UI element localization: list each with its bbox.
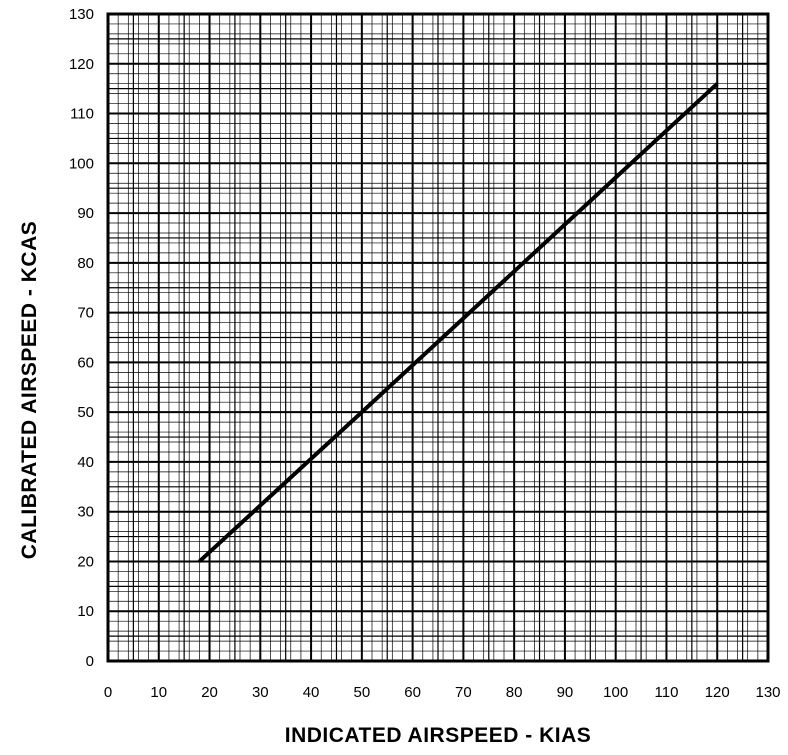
y-axis-title-container: CALIBRATED AIRSPEED - KCAS (0, 0, 60, 755)
x-tick-label: 100 (603, 684, 628, 701)
y-axis-title: CALIBRATED AIRSPEED - KCAS (18, 220, 41, 560)
y-tick-label: 50 (77, 404, 94, 421)
y-tick-label: 60 (77, 354, 94, 371)
x-tick-label: 130 (755, 684, 780, 701)
x-tick-label: 90 (557, 684, 574, 701)
x-tick-label: 120 (705, 684, 730, 701)
y-tick-label: 110 (70, 106, 94, 123)
grid-medium (108, 14, 768, 661)
x-tick-label: 60 (404, 684, 421, 701)
grid-major (108, 14, 768, 661)
y-tick-label: 20 (77, 553, 94, 570)
x-tick-label: 70 (455, 684, 472, 701)
y-tick-label: 0 (86, 653, 94, 670)
y-tick-label: 130 (69, 6, 94, 23)
x-tick-label: 30 (252, 684, 269, 701)
x-tick-label: 110 (655, 684, 679, 701)
x-tick-label: 0 (104, 684, 112, 701)
x-axis-tick-labels: 0 10 20 30 40 50 60 70 80 90 100 110 120 130 (104, 684, 781, 701)
x-tick-label: 50 (354, 684, 371, 701)
y-tick-label: 40 (77, 454, 94, 471)
y-tick-label: 100 (69, 155, 94, 172)
y-axis-tick-labels: 0 10 20 30 40 50 60 70 80 90 100 110 120 130 (69, 6, 94, 670)
y-tick-label: 10 (77, 603, 94, 620)
y-tick-label: 120 (69, 56, 94, 73)
y-tick-label: 30 (77, 504, 94, 521)
y-tick-label: 70 (77, 305, 94, 322)
x-tick-label: 20 (201, 684, 218, 701)
x-tick-label: 40 (303, 684, 320, 701)
plot-frame (106, 12, 770, 663)
y-tick-label: 80 (77, 255, 94, 272)
x-axis-title: INDICATED AIRSPEED - KIAS (284, 724, 592, 747)
series-layer (198, 82, 719, 563)
x-tick-label: 80 (506, 684, 523, 701)
x-tick-label: 10 (150, 684, 167, 701)
y-tick-label: 90 (77, 205, 94, 222)
calibration-line (198, 82, 719, 563)
